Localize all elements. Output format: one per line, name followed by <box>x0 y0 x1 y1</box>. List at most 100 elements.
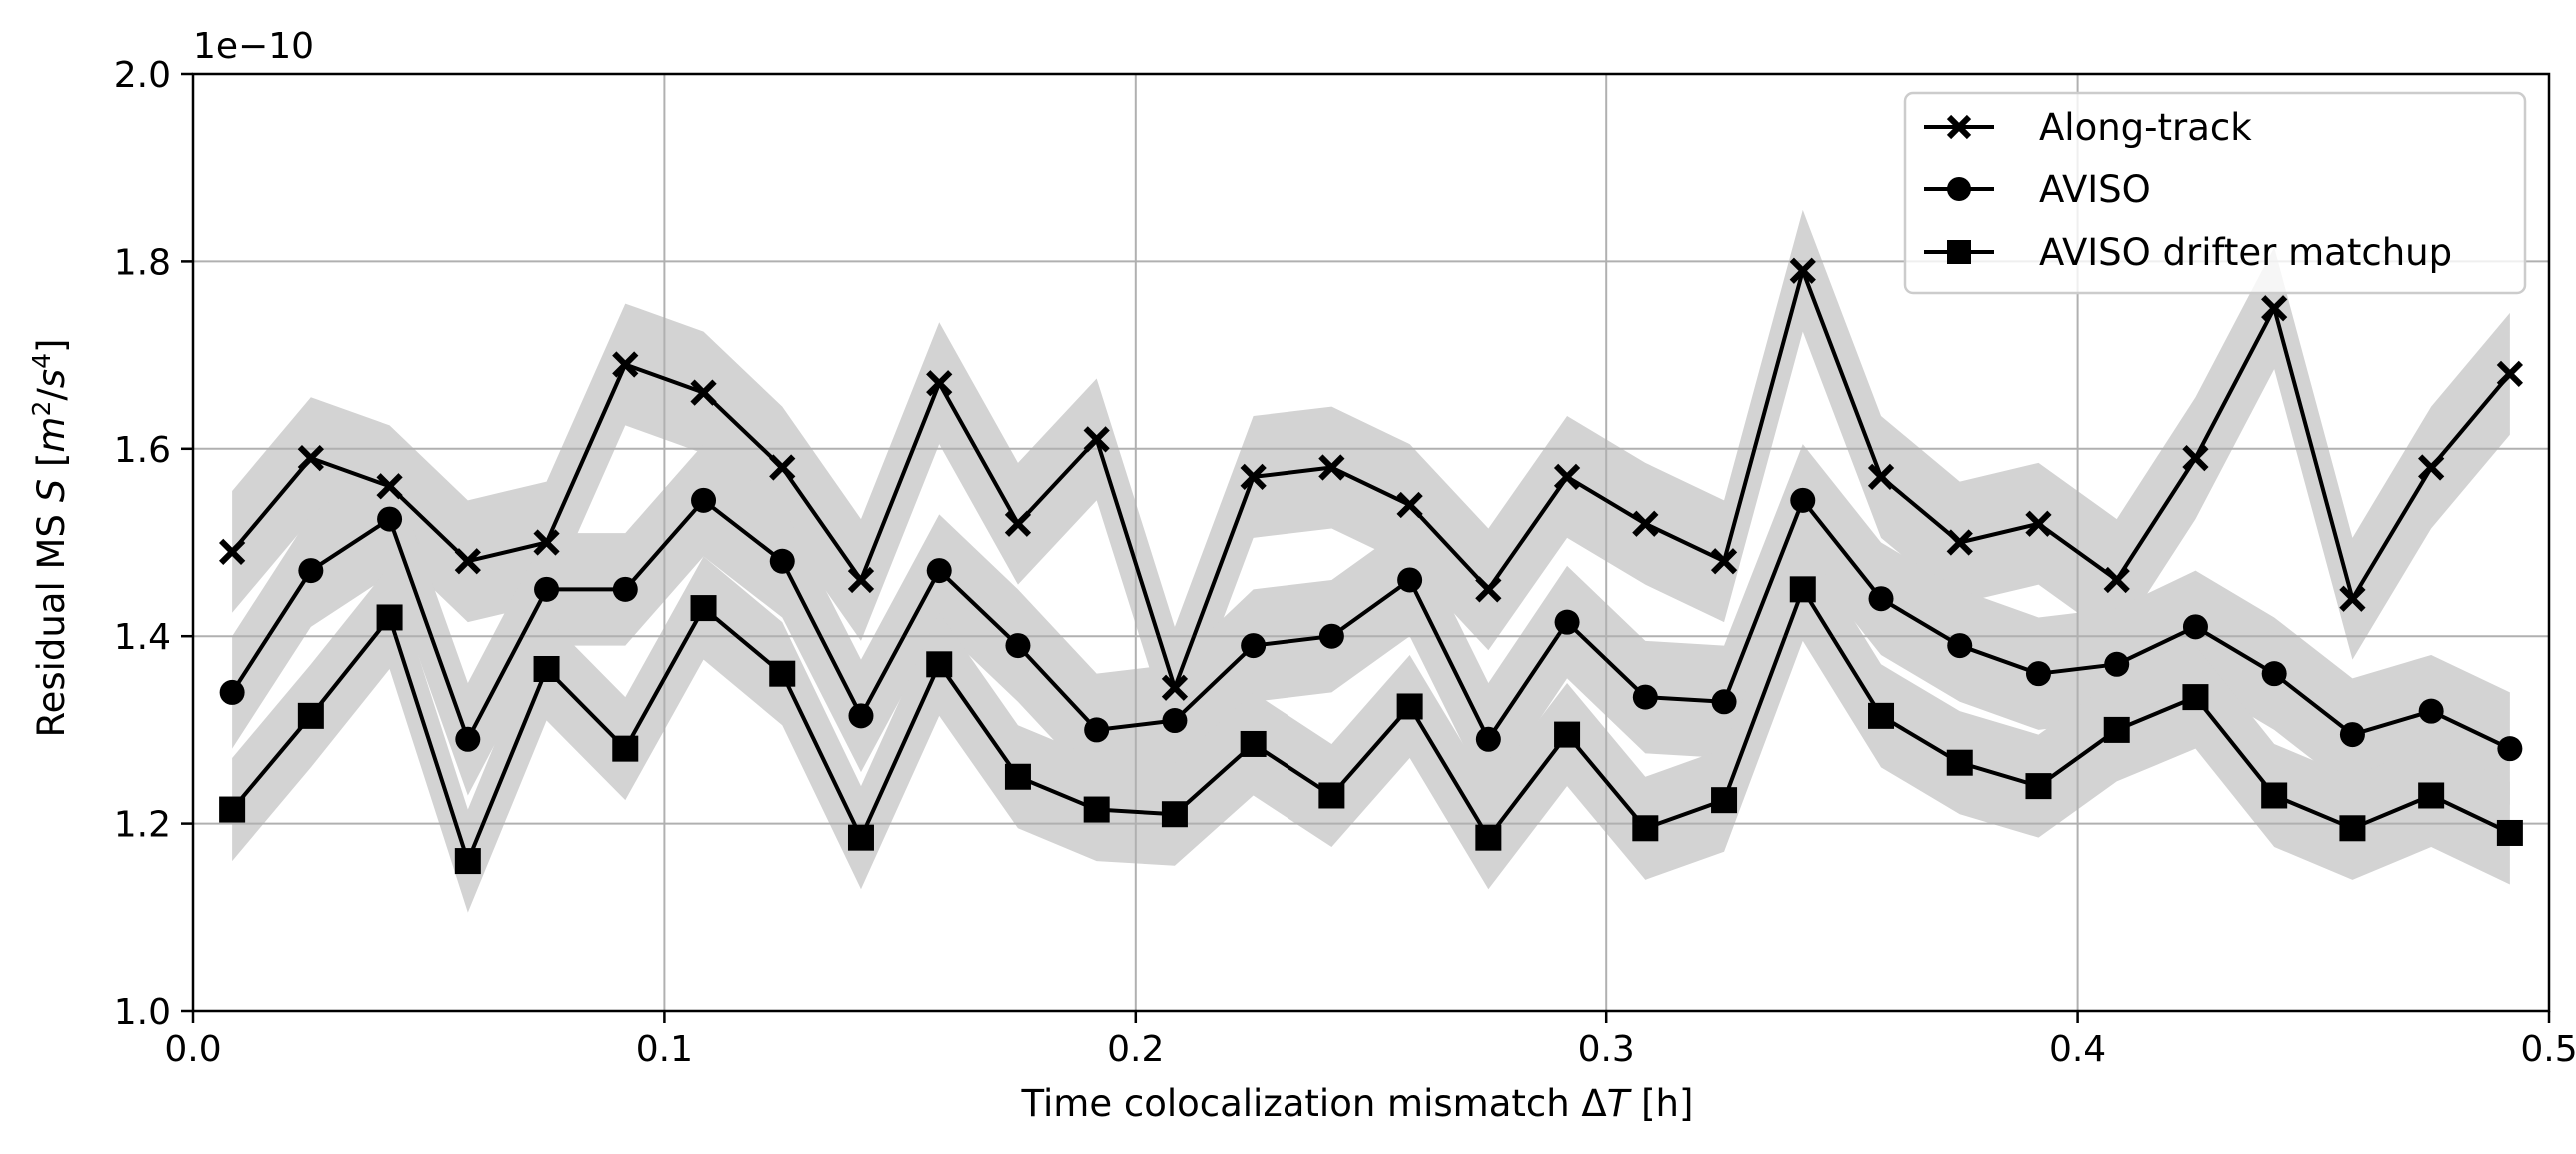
y-axis-label: Residual MS S [m2/s4] <box>27 339 74 738</box>
y-axis-ticks: 1.0 1.2 1.4 1.6 1.8 2.0 <box>114 55 193 1033</box>
data-point-along-track <box>1789 257 1816 284</box>
data-point-aviso <box>534 576 560 602</box>
data-point-aviso <box>1162 708 1188 734</box>
data-point-along-track <box>1475 576 1502 603</box>
band-aviso <box>232 444 2510 805</box>
data-point-aviso <box>377 506 403 532</box>
data-point-aviso-drifter-matchup <box>2418 782 2445 809</box>
data-point-along-track <box>2496 360 2523 387</box>
data-point-aviso-drifter-matchup <box>769 660 796 687</box>
data-point-aviso <box>2418 698 2444 724</box>
data-point-aviso-drifter-matchup <box>1632 815 1659 842</box>
data-point-aviso-drifter-matchup <box>1868 702 1895 729</box>
data-point-aviso <box>612 576 638 602</box>
data-point-along-track <box>847 566 875 594</box>
data-point-aviso <box>769 548 795 574</box>
data-point-along-track <box>926 370 953 397</box>
data-point-aviso <box>1318 623 1344 649</box>
data-point-along-track <box>1867 463 1895 491</box>
data-point-aviso-drifter-matchup <box>533 655 560 682</box>
data-point-along-track <box>1710 548 1738 575</box>
data-point-along-track <box>612 351 639 378</box>
data-point-along-track <box>2103 566 2130 594</box>
legend-label-along-track: Along-track <box>2039 106 2252 149</box>
data-point-aviso <box>2497 736 2523 762</box>
data-point-aviso <box>455 726 481 752</box>
data-point-aviso <box>2261 661 2287 687</box>
data-point-aviso-drifter-matchup <box>2025 773 2052 800</box>
data-point-along-track <box>1240 463 1267 491</box>
data-point-aviso-drifter-matchup <box>1711 787 1738 814</box>
data-point-along-track <box>2182 445 2209 472</box>
x-tick-label: 0.3 <box>1578 1029 1635 1070</box>
data-point-aviso <box>1397 567 1423 593</box>
data-point-along-track <box>1396 491 1423 519</box>
series-markers <box>219 257 2523 875</box>
x-tick-label: 0.2 <box>1107 1029 1164 1070</box>
data-point-aviso-drifter-matchup <box>1396 693 1423 720</box>
data-point-aviso <box>848 703 874 729</box>
data-point-aviso-drifter-matchup <box>2339 815 2366 842</box>
legend: Along-track AVISO AVISO drifter matchup <box>1903 91 2527 295</box>
data-point-aviso-drifter-matchup <box>2496 819 2523 846</box>
data-point-aviso <box>1475 726 1501 752</box>
data-point-along-track <box>769 454 796 481</box>
data-point-aviso-drifter-matchup <box>612 735 639 762</box>
x-tick-label: 0.5 <box>2520 1029 2576 1070</box>
data-point-aviso-drifter-matchup <box>2103 716 2130 743</box>
x-tick-label: 0.4 <box>2049 1029 2106 1070</box>
data-point-along-track <box>2025 510 2052 537</box>
legend-entry-along-track: Along-track <box>1924 106 2252 149</box>
data-point-aviso <box>2339 722 2365 748</box>
data-point-along-track <box>1161 674 1189 701</box>
data-point-aviso <box>1868 586 1894 612</box>
x-axis-ticks: 0.0 0.1 0.2 0.3 0.4 0.5 <box>164 1011 2576 1070</box>
data-point-aviso-drifter-matchup <box>2182 684 2209 711</box>
data-point-along-track <box>219 538 246 565</box>
series-line-aviso-drifter-matchup <box>230 587 2511 864</box>
data-point-aviso-drifter-matchup <box>1161 801 1188 828</box>
data-point-along-track <box>2261 295 2288 322</box>
data-point-along-track <box>2339 585 2366 612</box>
y-axis-offset-text: 1e−10 <box>193 26 314 67</box>
data-point-aviso <box>2104 651 2130 677</box>
legend-label-aviso: AVISO <box>2039 168 2151 211</box>
data-point-aviso <box>2025 661 2051 687</box>
data-point-aviso <box>1084 717 1110 743</box>
data-point-aviso <box>1241 633 1267 659</box>
data-point-aviso-drifter-matchup <box>376 604 403 631</box>
data-point-aviso <box>1711 689 1737 715</box>
data-point-aviso-drifter-matchup <box>1240 730 1267 757</box>
data-point-along-track <box>454 548 481 575</box>
series-line-aviso <box>230 498 2511 751</box>
data-point-along-track <box>1946 529 1973 556</box>
data-point-aviso-drifter-matchup <box>1318 782 1345 809</box>
data-point-aviso-drifter-matchup <box>926 651 953 678</box>
y-tick-label: 1.6 <box>114 430 171 471</box>
data-point-aviso-drifter-matchup <box>1475 824 1502 851</box>
y-tick-label: 1.4 <box>114 617 171 658</box>
data-point-aviso <box>219 679 245 705</box>
data-point-aviso <box>691 487 717 513</box>
series-lines <box>230 268 2512 864</box>
data-point-aviso-drifter-matchup <box>454 848 481 875</box>
legend-marker-circle <box>1947 177 1971 201</box>
data-point-aviso <box>1554 609 1580 635</box>
data-point-along-track <box>1553 463 1581 491</box>
x-tick-label: 0.1 <box>636 1029 693 1070</box>
legend-box <box>1903 91 2527 295</box>
y-tick-label: 1.0 <box>114 992 171 1033</box>
data-point-aviso-drifter-matchup <box>1004 763 1031 790</box>
data-point-along-track <box>376 473 403 500</box>
x-tick-label: 0.0 <box>164 1029 221 1070</box>
data-point-along-track <box>1318 454 1345 481</box>
data-point-aviso-drifter-matchup <box>690 595 717 622</box>
series-line-along-track <box>230 268 2512 690</box>
data-point-along-track <box>2418 454 2445 481</box>
legend-entry-aviso-drifter: AVISO drifter matchup <box>1924 231 2452 274</box>
data-point-aviso-drifter-matchup <box>847 824 874 851</box>
data-point-aviso <box>2182 614 2208 640</box>
band-aviso-drifter-matchup <box>232 537 2510 913</box>
legend-label-aviso-drifter: AVISO drifter matchup <box>2039 231 2452 274</box>
